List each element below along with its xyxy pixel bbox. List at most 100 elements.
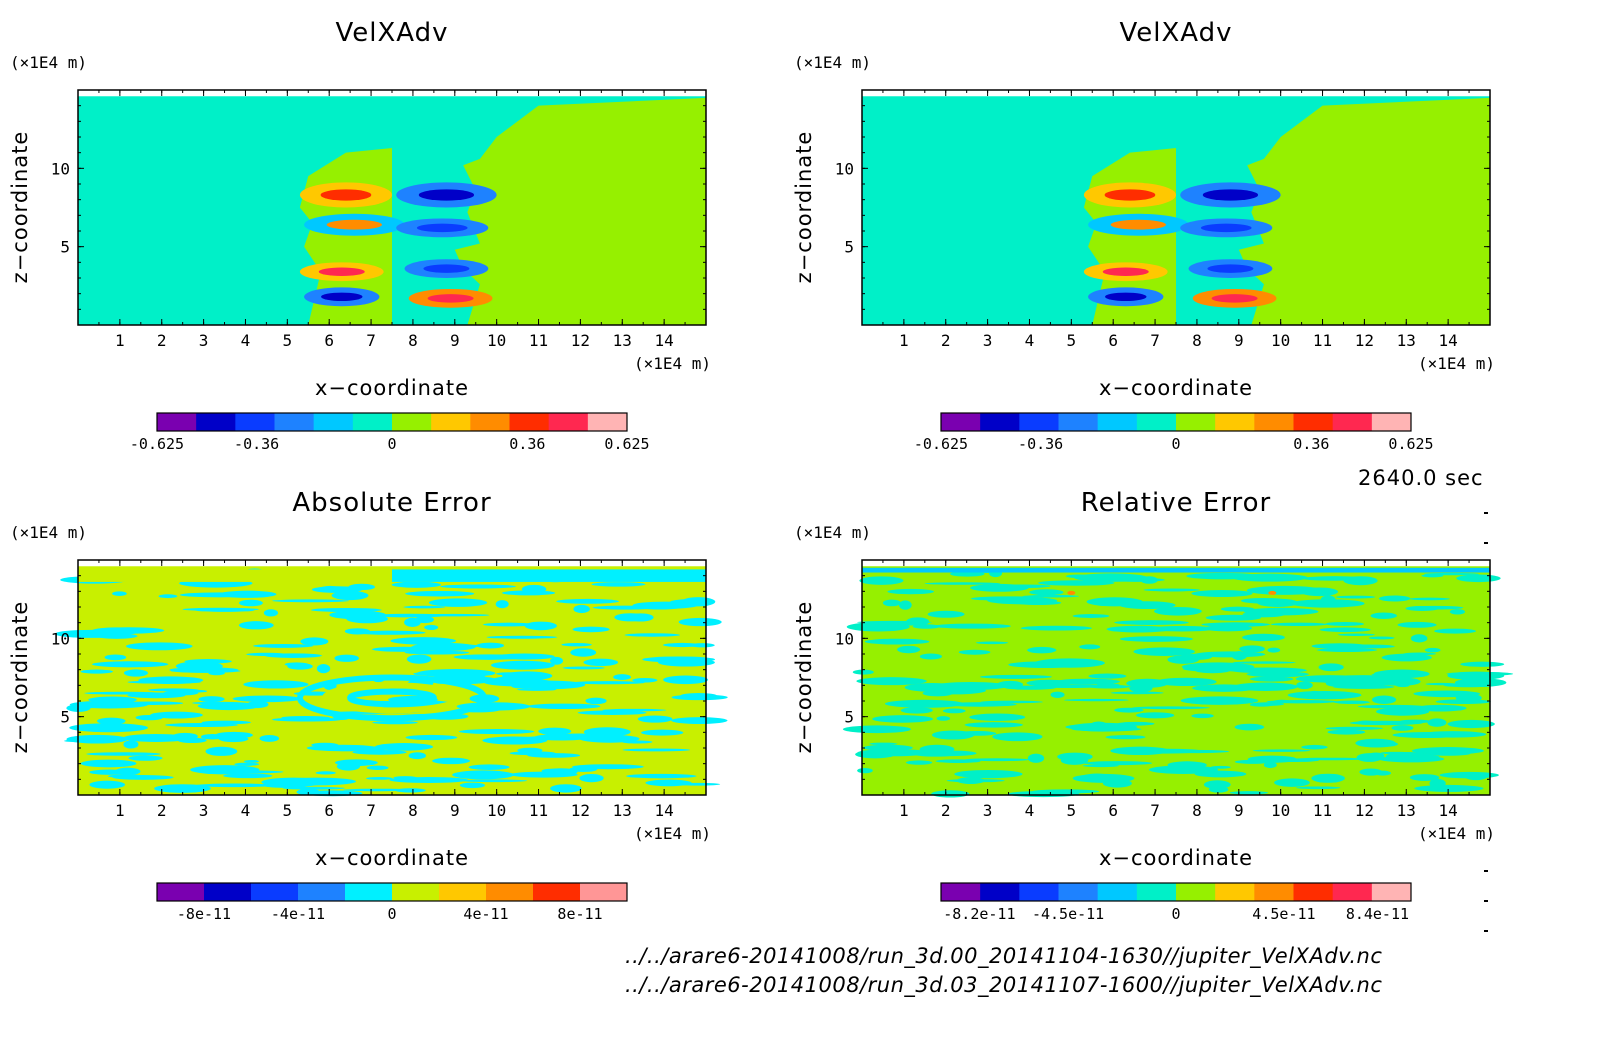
x-tick-label: 6: [1108, 331, 1118, 350]
error-streak: [1325, 726, 1383, 731]
eddy-core: [416, 223, 468, 233]
error-streak: [238, 621, 274, 630]
error-streak: [905, 760, 933, 765]
field-region: [78, 90, 706, 97]
panel-title: Relative Error: [1080, 488, 1272, 518]
colorbar-swatch: [1332, 413, 1373, 431]
error-streak: [1180, 696, 1259, 705]
panel-title: Absolute Error: [292, 488, 492, 518]
error-streak: [561, 642, 592, 647]
error-streak: [626, 773, 697, 779]
x-tick-label: 14: [1439, 331, 1458, 350]
panel-title: VelXAdv: [1119, 18, 1233, 48]
error-streak: [1392, 732, 1463, 739]
error-streak: [432, 757, 471, 765]
error-streak: [1414, 704, 1467, 712]
x-tick-label: 5: [1067, 331, 1077, 350]
eddy-core: [1207, 264, 1254, 273]
x-tick-label: 7: [366, 331, 376, 350]
error-streak: [912, 751, 959, 757]
x-tick-label: 10: [487, 331, 506, 350]
error-streak: [1252, 749, 1311, 752]
y-unit-label: (×1E4 m): [794, 523, 872, 542]
colorbar-swatch: [1215, 883, 1255, 901]
error-streak: [1020, 625, 1093, 631]
colorbar-swatch: [204, 883, 252, 901]
error-streak: [1015, 600, 1062, 606]
eddy-core: [427, 294, 474, 303]
error-streak: [1110, 691, 1164, 695]
error-streak: [1372, 695, 1397, 704]
error-streak: [435, 644, 463, 650]
x-tick-label: 14: [655, 331, 674, 350]
error-streak: [970, 583, 1029, 592]
error-streak: [232, 695, 302, 703]
error-streak: [859, 576, 904, 585]
error-streak: [1072, 614, 1110, 618]
error-streak: [125, 642, 193, 651]
error-streak: [1083, 761, 1153, 766]
x-axis-label: x−coordinate: [314, 376, 470, 400]
error-streak: [550, 656, 564, 665]
error-streak: [1378, 595, 1411, 602]
error-streak: [272, 717, 342, 722]
eddy-core: [1110, 219, 1166, 230]
x-tick-label: 4: [1025, 331, 1035, 350]
error-streak: [158, 594, 178, 599]
panel-title: VelXAdv: [335, 18, 449, 48]
error-streak: [1335, 595, 1376, 599]
x-tick-label: 3: [199, 331, 209, 350]
error-streak: [413, 671, 458, 676]
error-streak: [572, 626, 610, 633]
colorbar-tick-label: 4e-11: [463, 905, 508, 923]
error-streak: [1397, 621, 1437, 628]
error-streak: [1029, 589, 1064, 596]
eddy-core: [1202, 189, 1259, 201]
colorbar-swatch: [1293, 883, 1334, 901]
error-streak: [1167, 761, 1207, 769]
error-streak: [1356, 720, 1377, 725]
error-streak: [1081, 773, 1113, 782]
error-streak: [272, 599, 349, 603]
error-streak: [1191, 713, 1214, 719]
error-streak: [459, 782, 486, 789]
error-streak: [1242, 633, 1285, 642]
error-streak: [486, 635, 558, 639]
field-region: [1238, 97, 1490, 325]
eddy-core: [1102, 267, 1149, 276]
error-streak: [592, 605, 659, 610]
error-streak: [969, 713, 1026, 721]
colorbar-swatch: [1176, 413, 1216, 431]
error-streak: [1454, 678, 1507, 687]
error-streak: [1357, 704, 1425, 709]
colorbar-swatch: [1332, 883, 1373, 901]
colorbar-frame: [156, 882, 628, 902]
field-region: [862, 567, 1490, 573]
error-streak: [138, 676, 204, 685]
error-streak: [538, 727, 572, 736]
error-streak: [1189, 663, 1230, 667]
x-tick-label: 4: [241, 331, 251, 350]
x-tick-label: 8: [1192, 801, 1202, 820]
error-streak: [1064, 698, 1129, 702]
error-streak: [405, 734, 458, 741]
x-tick-label: 14: [1439, 801, 1458, 820]
colorbar-tick-label: -8e-11: [177, 905, 231, 923]
x-unit-label: (×1E4 m): [634, 354, 712, 373]
panel-bottom-right: Relative Error (×1E4 m) z−coordinate (×1…: [784, 470, 1574, 940]
error-streak: [897, 645, 921, 654]
error-streak: [1427, 718, 1447, 727]
error-streak: [114, 767, 141, 776]
error-streak: [562, 666, 605, 670]
dot-marker: [1484, 900, 1488, 902]
error-streak: [1385, 752, 1431, 761]
error-streak: [1155, 749, 1230, 754]
error-ring: [322, 682, 462, 714]
error-streak: [1371, 673, 1406, 677]
eddy-core: [1105, 292, 1147, 302]
x-tick-label: 10: [1271, 801, 1290, 820]
x-tick-label: 8: [1192, 331, 1202, 350]
colorbar-tick-label: 0: [1171, 905, 1180, 923]
x-tick-label: 13: [1397, 331, 1416, 350]
error-streak: [1409, 774, 1440, 781]
